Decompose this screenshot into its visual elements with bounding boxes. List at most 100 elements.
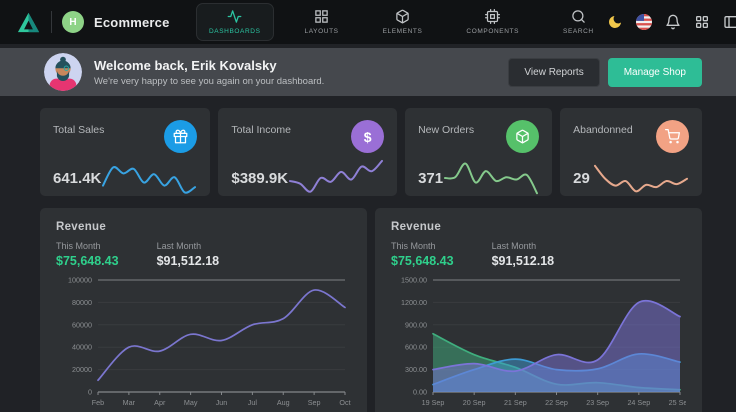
svg-text:20000: 20000 — [72, 365, 92, 374]
stat-label: Total Income — [231, 124, 291, 136]
brand-title: Ecommerce — [94, 14, 170, 30]
stat-value: 641.4K — [53, 169, 102, 187]
nav-item-search[interactable]: SEARCH — [550, 3, 607, 41]
topbar-right — [607, 9, 736, 36]
svg-text:Feb: Feb — [92, 398, 104, 407]
stat-label: Total Sales — [53, 124, 105, 136]
app-logo-icon[interactable] — [16, 10, 41, 35]
us-flag-icon[interactable] — [635, 14, 652, 30]
svg-text:Apr: Apr — [154, 398, 166, 407]
stat-value: 371 — [418, 169, 444, 187]
welcome-title: Welcome back, Erik Kovalsky — [94, 57, 277, 73]
activity-icon — [227, 9, 242, 24]
nav-item-layouts[interactable]: LAYOUTS — [292, 3, 352, 41]
revenue-card-monthly: Revenue This Month $75,648.43 Last Month… — [40, 208, 367, 412]
welcome-banner: Welcome back, Erik Kovalsky We're very h… — [0, 48, 736, 96]
svg-text:21 Sep: 21 Sep — [504, 398, 527, 407]
nav-item-elements[interactable]: ELEMENTS — [370, 3, 436, 41]
nav-item-label: COMPONENTS — [466, 28, 520, 35]
svg-text:22 Sep: 22 Sep — [545, 398, 568, 407]
last-month-label: Last Month — [491, 241, 537, 251]
gift-icon[interactable] — [164, 120, 198, 153]
last-month-value: $91,512.18 — [491, 254, 555, 268]
this-month-label: This Month — [391, 241, 436, 251]
nav-item-label: SEARCH — [563, 28, 594, 35]
svg-text:20 Sep: 20 Sep — [463, 398, 486, 407]
svg-text:40000: 40000 — [72, 343, 92, 352]
brand-area: H Ecommerce — [16, 10, 196, 35]
divider — [51, 11, 52, 33]
topbar: H Ecommerce DASHBOARDS LAYOUTS ELEMENTS COM… — [0, 0, 736, 44]
cpu-icon — [485, 9, 501, 24]
layout-grid-icon — [314, 9, 329, 24]
this-month-value: $75,648.43 — [391, 254, 454, 268]
svg-text:Oct: Oct — [339, 398, 350, 407]
svg-text:23 Sep: 23 Sep — [586, 398, 609, 407]
chart-title: Revenue — [391, 221, 442, 233]
stat-label: New Orders — [418, 124, 475, 136]
svg-text:900.00: 900.00 — [405, 320, 427, 329]
svg-text:0: 0 — [88, 388, 92, 397]
stat-card: Total Income $ $389.9K — [218, 108, 398, 196]
banner-text: Welcome back, Erik Kovalsky We're very h… — [94, 58, 324, 87]
svg-text:1200.00: 1200.00 — [401, 298, 427, 307]
this-month-label: This Month — [56, 241, 101, 251]
svg-text:25 Sep: 25 Sep — [669, 398, 686, 407]
sparkline-chart — [594, 164, 688, 193]
last-month-value: $91,512.18 — [156, 254, 220, 268]
sparkline-chart — [102, 166, 197, 194]
chart-summary: This Month $75,648.43 Last Month $91,512… — [56, 241, 351, 268]
nav-item-components[interactable]: COMPONENTS — [453, 3, 532, 41]
sidebar-toggle-icon[interactable] — [723, 14, 736, 30]
charts-row: Revenue This Month $75,648.43 Last Month… — [40, 208, 702, 412]
svg-text:May: May — [184, 398, 198, 407]
stat-card: Total Sales 641.4K — [40, 108, 211, 196]
sparkline-chart — [289, 159, 384, 193]
svg-text:0.00: 0.00 — [413, 388, 427, 397]
stat-card: New Orders 371 — [405, 108, 553, 196]
svg-text:Aug: Aug — [277, 398, 290, 407]
nav-item-label: LAYOUTS — [304, 28, 339, 35]
svg-text:Mar: Mar — [123, 398, 136, 407]
stats-row: Total Sales 641.4K Total Income $ $389.9K New… — [40, 108, 702, 196]
svg-text:80000: 80000 — [72, 298, 92, 307]
this-month-value: $75,648.43 — [56, 254, 119, 268]
stat-value: $389.9K — [231, 169, 289, 187]
svg-text:19 Sep: 19 Sep — [422, 398, 445, 407]
sparkline-chart — [444, 162, 539, 195]
box-icon — [395, 9, 410, 24]
brand-badge: H — [62, 11, 84, 33]
svg-text:Jun: Jun — [216, 398, 228, 407]
stat-value: 29 — [573, 169, 590, 187]
svg-text:Jul: Jul — [248, 398, 258, 407]
revenue-line-chart: 0 20000 40000 60000 80000 100000 Feb Mar Apr May J… — [56, 274, 351, 410]
apps-grid-icon[interactable] — [694, 14, 710, 30]
box-icon[interactable] — [506, 120, 540, 153]
nav-item-label: DASHBOARDS — [209, 28, 261, 35]
svg-text:600.00: 600.00 — [405, 343, 427, 352]
stat-label: Abandonned — [573, 124, 633, 136]
chart-summary: This Month $75,648.43 Last Month $91,512… — [391, 241, 686, 268]
revenue-area-chart: 0.00 300.00 600.00 900.00 1200.00 1500.00 19 S… — [391, 274, 691, 410]
revenue-card-daily: Revenue This Month $75,648.43 Last Month… — [375, 208, 702, 412]
notifications-bell-icon[interactable] — [665, 14, 681, 30]
nav-item-dashboards[interactable]: DASHBOARDS — [196, 3, 274, 41]
manage-shop-button[interactable]: Manage Shop — [607, 57, 702, 87]
svg-text:1500.00: 1500.00 — [401, 276, 427, 285]
nav-item-label: ELEMENTS — [382, 28, 423, 35]
welcome-subtitle: We're very happy to see you again on you… — [94, 75, 325, 87]
dollar-icon[interactable]: $ — [351, 120, 385, 153]
stat-card: Abandonned 29 — [560, 108, 702, 196]
svg-text:100000: 100000 — [68, 276, 92, 285]
search-icon — [571, 9, 586, 24]
banner-actions: View Reports Manage Shop — [508, 57, 702, 87]
cart-icon[interactable] — [656, 120, 689, 153]
chart-title: Revenue — [56, 221, 107, 233]
svg-text:24 Sep: 24 Sep — [627, 398, 650, 407]
welcome-avatar — [44, 53, 82, 91]
last-month-label: Last Month — [156, 241, 202, 251]
view-reports-button[interactable]: View Reports — [508, 57, 600, 87]
moon-icon[interactable] — [607, 14, 623, 30]
main-nav: DASHBOARDS LAYOUTS ELEMENTS COMPONENTS SEARC… — [196, 3, 607, 41]
svg-text:Sep: Sep — [308, 398, 321, 407]
